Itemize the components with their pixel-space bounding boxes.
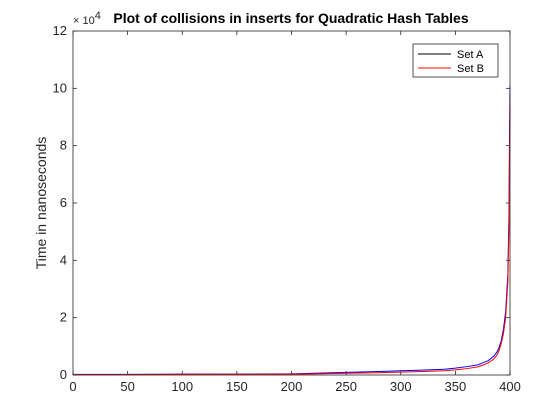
y-tick-label: 12 (53, 23, 67, 38)
series-line-set-a (73, 85, 510, 374)
x-tick-label: 250 (335, 379, 357, 394)
y-exponent: × 104 (73, 10, 101, 27)
y-exponent-power: 4 (95, 10, 101, 22)
x-tick-label: 100 (171, 379, 193, 394)
y-tick-label: 2 (60, 310, 67, 325)
x-tick-label: 400 (499, 379, 521, 394)
x-tick-label: 0 (69, 379, 76, 394)
x-tick-label: 200 (281, 379, 303, 394)
x-tick-label: 300 (390, 379, 412, 394)
legend-label-set-a: Set A (457, 49, 484, 61)
y-exponent-base: × 10 (73, 15, 95, 27)
x-tick-label: 50 (120, 379, 134, 394)
y-tick-label: 10 (53, 80, 67, 95)
legend: Set A Set B (413, 44, 498, 77)
y-axis-label: Time in nanoseconds (33, 137, 49, 270)
axes-frame (73, 31, 510, 375)
y-tick-label: 0 (60, 367, 67, 382)
chart-title: Plot of collisions in inserts for Quadra… (113, 10, 468, 26)
y-tick-label: 4 (60, 252, 67, 267)
y-tick-label: 8 (60, 138, 67, 153)
y-tick-label: 6 (60, 195, 67, 210)
legend-box (413, 44, 498, 77)
legend-label-set-b: Set B (457, 63, 484, 75)
x-tick-label: 350 (445, 379, 467, 394)
x-tick-label: 150 (226, 379, 248, 394)
series-line-set-b (73, 103, 510, 375)
